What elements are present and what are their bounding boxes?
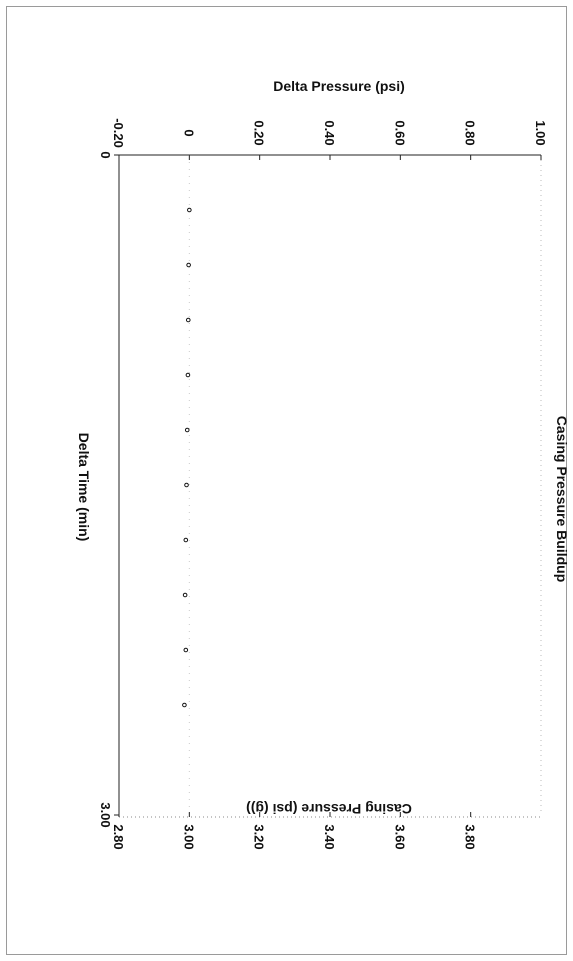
y-right-tick-label: 3.60 — [392, 824, 407, 849]
y-right-tick-label: 3.20 — [252, 824, 267, 849]
data-point — [184, 427, 190, 433]
data-point — [186, 262, 191, 268]
y-right-tick-label: 3.00 — [181, 824, 196, 849]
data-point — [183, 537, 189, 543]
y-left-tick-label: 0.60 — [392, 120, 407, 145]
y-left-tick-label: -0.20 — [111, 118, 126, 148]
y-right-tick-label: 2.80 — [111, 824, 126, 849]
x-tick-label: 3.00 — [98, 802, 113, 827]
axis-labels: Casing Pressure Buildup Delta Pressure (… — [76, 78, 568, 817]
data-point — [182, 702, 187, 708]
chart-frame: -0.20 0 0.20 0.40 0.60 0.80 1.00 2.80 3.00 3.20 3.… — [6, 6, 568, 955]
y-right-axis-label: Casing Pressure (psi (g)) — [246, 801, 412, 817]
y-left-tick-label: 0.40 — [322, 120, 337, 145]
chart: -0.20 0 0.20 0.40 0.60 0.80 1.002.80 3.00 3.20 3.… — [76, 78, 568, 850]
y-left-tick-label: 0 — [181, 129, 196, 136]
data-point — [184, 482, 189, 488]
data-point — [185, 372, 191, 378]
data-point — [185, 317, 191, 323]
data-point — [187, 207, 192, 213]
y-left-tick-label: 0.20 — [252, 120, 267, 145]
y-left-tick-label: 1.00 — [533, 120, 548, 145]
y-right-tick-label: 3.80 — [463, 824, 478, 849]
x-axis-label: Delta Time (min) — [76, 433, 92, 542]
chart-title: Casing Pressure Buildup — [554, 416, 568, 582]
data-point — [182, 592, 188, 598]
y-left-axis-label: Delta Pressure (psi) — [273, 78, 405, 94]
y-left-tick-label: 0.80 — [463, 120, 478, 145]
data-point — [183, 647, 189, 653]
tick-labels: -0.20 0 0.20 0.40 0.60 0.80 1.002.80 3.00 3.20 3.… — [98, 118, 548, 849]
plot-area — [114, 154, 542, 818]
y-right-tick-label: 3.40 — [322, 824, 337, 849]
x-tick-label: 0 — [98, 151, 113, 158]
